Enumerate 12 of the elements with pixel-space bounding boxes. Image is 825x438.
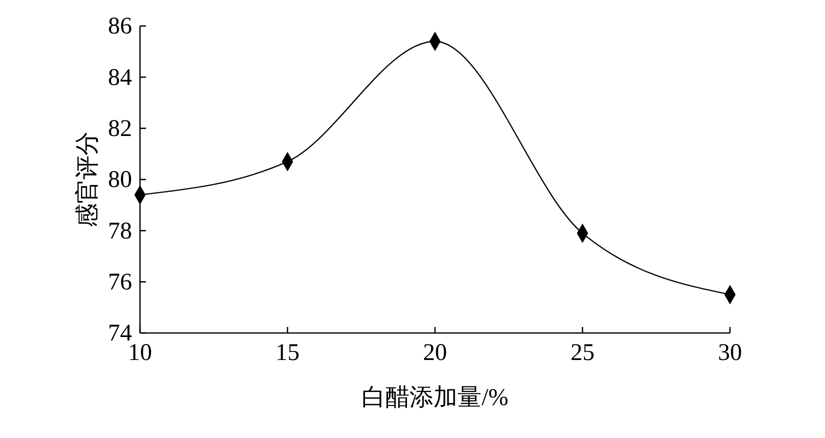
x-tick-label: 30 [718,340,742,366]
x-axis-title: 白醋添加量/% [362,385,508,411]
y-tick-label: 80 [108,167,132,194]
y-tick-label: 84 [108,64,132,91]
y-tick-label: 82 [108,116,132,142]
y-tick-label: 86 [108,14,132,40]
y-axis-title: 感官评分 [74,132,101,228]
y-tick-label: 76 [108,270,132,296]
x-tick-label: 20 [423,340,447,366]
x-tick-label: 15 [276,340,300,366]
x-tick-label: 25 [570,340,594,366]
y-tick-label: 78 [108,218,132,244]
